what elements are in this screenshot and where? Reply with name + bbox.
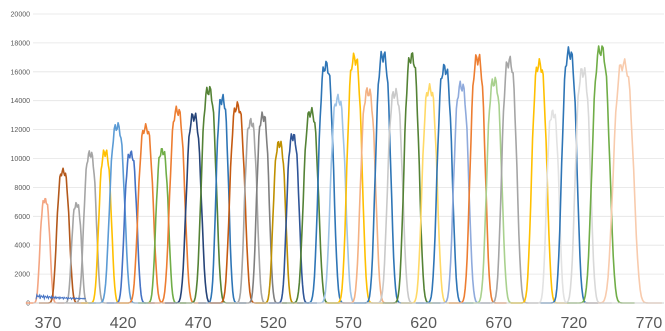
series-line-9 xyxy=(138,148,187,304)
series-line-35 xyxy=(540,46,599,304)
series-line-11 xyxy=(164,112,223,304)
x-tick-label-670: 670 xyxy=(485,315,512,331)
x-tick-label-770: 770 xyxy=(636,315,663,331)
x-tick-label-470: 470 xyxy=(185,315,212,331)
y-tick-label-20000: 20000 xyxy=(11,12,31,19)
series-lines xyxy=(25,45,662,304)
x-tick-label-720: 720 xyxy=(561,315,588,331)
x-tick-label-620: 620 xyxy=(410,315,437,331)
x-tick-label-520: 520 xyxy=(260,315,287,331)
series-line-33 xyxy=(510,58,569,304)
x-axis-ticks: 370 420 470 520 570 620 670 720 770 xyxy=(35,315,663,331)
series-line-17 xyxy=(255,140,304,304)
series-line-36 xyxy=(554,66,612,304)
series-line-38 xyxy=(584,58,662,304)
series-line-3 xyxy=(57,201,96,304)
y-tick-label-10000: 10000 xyxy=(11,156,31,163)
y-tick-label-8000: 8000 xyxy=(14,185,30,192)
series-line-13 xyxy=(198,93,247,304)
y-tick-label-6000: 6000 xyxy=(14,214,30,221)
y-tick-label-4000: 4000 xyxy=(14,243,30,250)
series-line-1 xyxy=(25,197,65,304)
y-tick-label-12000: 12000 xyxy=(11,127,31,134)
x-tick-label-570: 570 xyxy=(335,315,362,331)
y-tick-label-0: 0 xyxy=(26,301,30,308)
baseline-noise-line xyxy=(35,293,86,301)
y-tick-label-16000: 16000 xyxy=(11,69,31,76)
y-tick-label-18000: 18000 xyxy=(11,40,31,47)
x-tick-label-370: 370 xyxy=(35,315,62,331)
y-axis-ticks: 0 2000 4000 6000 8000 10000 12000 14000 16000 180… xyxy=(11,12,31,308)
x-tick-label-420: 420 xyxy=(110,315,137,331)
series-line-2 xyxy=(39,167,88,304)
y-tick-label-14000: 14000 xyxy=(11,98,31,105)
y-tick-label-2000: 2000 xyxy=(14,272,30,279)
